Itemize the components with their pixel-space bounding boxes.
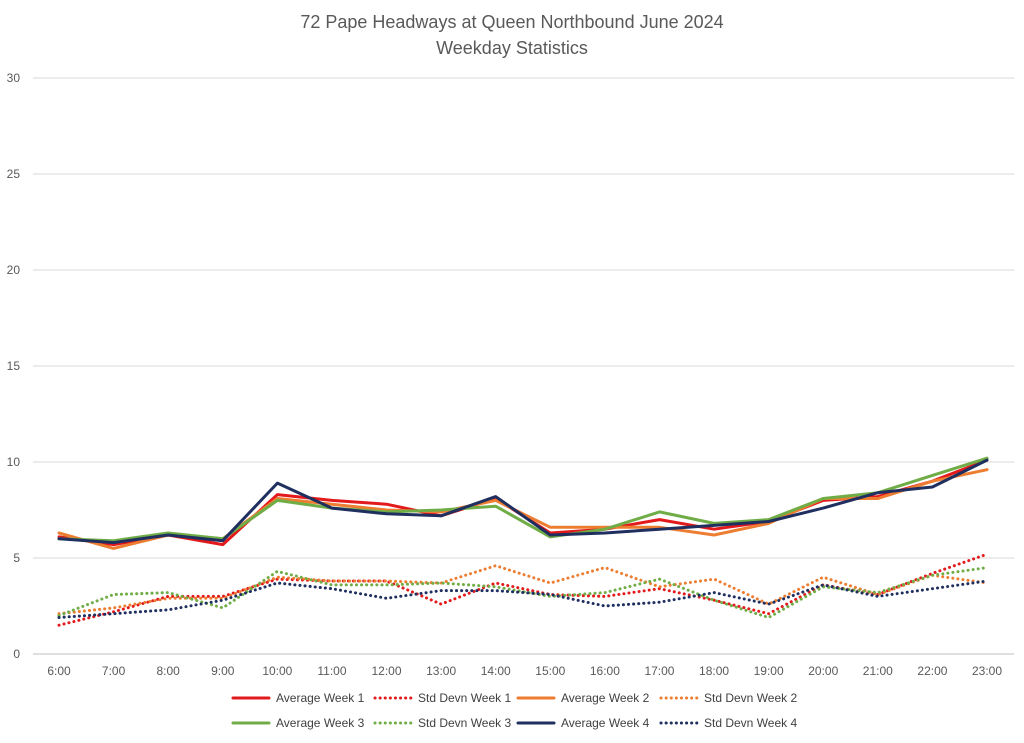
legend-label: Std Devn Week 1 bbox=[418, 691, 511, 705]
series-line-average-week-4 bbox=[57, 458, 989, 545]
x-tick-label: 8:00 bbox=[156, 664, 180, 678]
x-tick-label: 7:00 bbox=[102, 664, 126, 678]
legend-item: Std Devn Week 1 bbox=[373, 691, 511, 705]
x-tick-label: 12:00 bbox=[372, 664, 402, 678]
series-line-std-devn-week-4 bbox=[57, 579, 989, 619]
x-tick-label: 14:00 bbox=[481, 664, 511, 678]
x-tick-label: 9:00 bbox=[211, 664, 235, 678]
y-tick-label: 20 bbox=[7, 263, 21, 277]
legend-item: Std Devn Week 3 bbox=[373, 716, 511, 730]
y-tick-label: 25 bbox=[7, 167, 21, 181]
legend-item: Average Week 3 bbox=[231, 716, 365, 730]
x-tick-label: 16:00 bbox=[590, 664, 620, 678]
y-tick-label: 30 bbox=[7, 71, 21, 85]
x-tick-label: 6:00 bbox=[47, 664, 71, 678]
legend-item: Average Week 1 bbox=[231, 691, 365, 705]
y-tick-label: 10 bbox=[7, 455, 21, 469]
x-tick-label: 10:00 bbox=[262, 664, 292, 678]
y-tick-label: 15 bbox=[7, 359, 21, 373]
legend-label: Std Devn Week 3 bbox=[418, 716, 511, 730]
x-tick-label: 13:00 bbox=[426, 664, 456, 678]
y-tick-label: 0 bbox=[13, 647, 20, 661]
series-lines bbox=[57, 456, 989, 627]
y-tick-label: 5 bbox=[13, 551, 20, 565]
legend: Average Week 1 Std Devn Week 1 Average Wee… bbox=[231, 691, 797, 730]
x-tick-label: 20:00 bbox=[808, 664, 838, 678]
y-axis-ticks: 0 5 10 15 20 25 30 bbox=[7, 71, 21, 661]
x-tick-label: 17:00 bbox=[644, 664, 674, 678]
x-tick-label: 21:00 bbox=[863, 664, 893, 678]
legend-label: Average Week 2 bbox=[561, 691, 650, 705]
series-line-average-week-3 bbox=[57, 456, 989, 543]
x-tick-label: 11:00 bbox=[317, 664, 346, 678]
x-tick-label: 19:00 bbox=[754, 664, 784, 678]
legend-label: Std Devn Week 4 bbox=[704, 716, 797, 730]
legend-label: Average Week 3 bbox=[276, 716, 365, 730]
x-tick-label: 23:00 bbox=[972, 664, 1002, 678]
legend-item: Std Devn Week 4 bbox=[659, 716, 797, 730]
x-tick-label: 22:00 bbox=[917, 664, 947, 678]
chart-subtitle: Weekday Statistics bbox=[436, 38, 588, 58]
legend-item: Average Week 4 bbox=[516, 716, 650, 730]
x-axis-ticks: 6:00 7:00 8:00 9:00 10:00 11:00 12:00 13:00 14:0… bbox=[47, 664, 1002, 678]
gridlines bbox=[33, 77, 1014, 655]
x-tick-label: 18:00 bbox=[699, 664, 729, 678]
chart-title: 72 Pape Headways at Queen Northbound Jun… bbox=[300, 12, 723, 32]
legend-label: Std Devn Week 2 bbox=[704, 691, 797, 705]
x-tick-label: 15:00 bbox=[535, 664, 565, 678]
legend-label: Average Week 1 bbox=[276, 691, 365, 705]
series-line-std-devn-week-2 bbox=[57, 564, 989, 616]
legend-label: Average Week 4 bbox=[561, 716, 650, 730]
legend-item: Average Week 2 bbox=[516, 691, 650, 705]
legend-item: Std Devn Week 2 bbox=[659, 691, 797, 705]
